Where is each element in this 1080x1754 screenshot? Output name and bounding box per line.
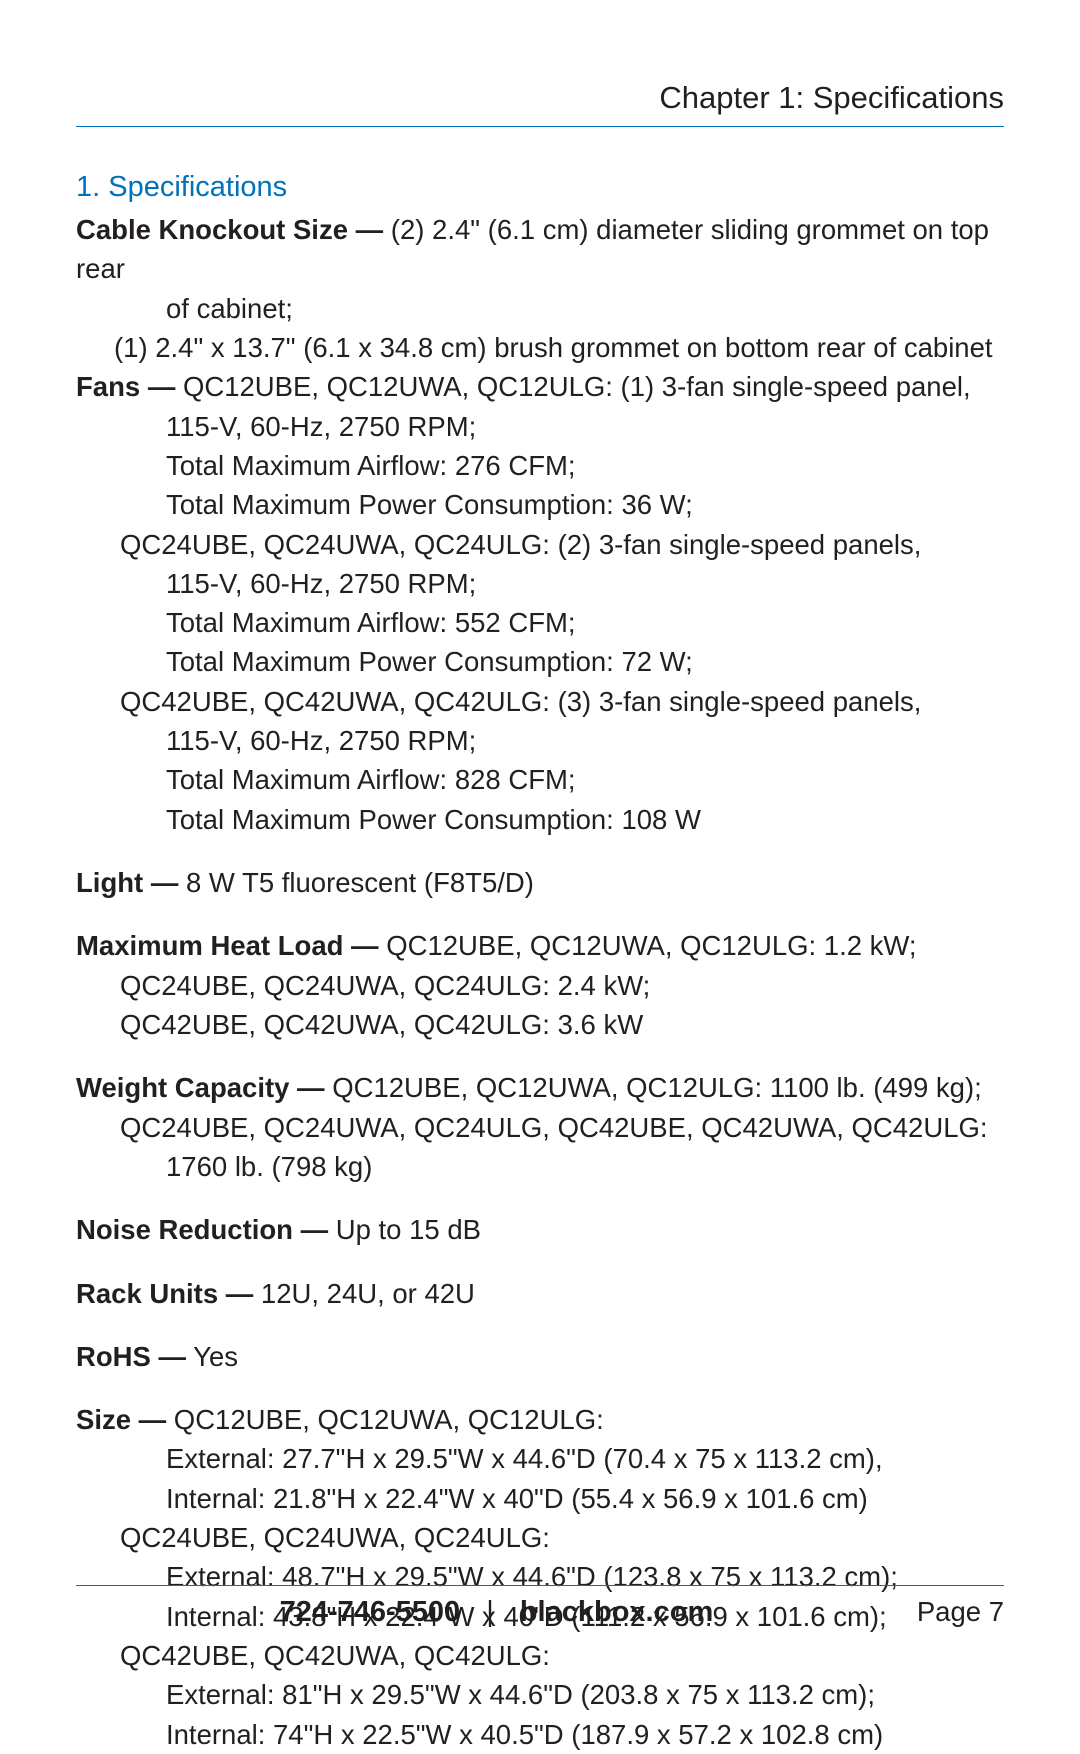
spec-label: Size — bbox=[76, 1404, 166, 1435]
spec-value: Yes bbox=[186, 1341, 238, 1372]
footer-row: 724-746-5500 | blackbox.com Page 7 bbox=[76, 1596, 1004, 1629]
spec-value: 8 W T5 fluorescent (F8T5/D) bbox=[178, 867, 534, 898]
spec-label: Fans — bbox=[76, 371, 175, 402]
spec-label: Rack Units — bbox=[76, 1278, 253, 1309]
spec-line: External: 27.7"H x 29.5"W x 44.6"D (70.4… bbox=[76, 1439, 1004, 1478]
spec-line: External: 81"H x 29.5"W x 44.6"D (203.8 … bbox=[76, 1675, 1004, 1714]
spec-line: (1) 2.4" x 13.7" (6.1 x 34.8 cm) brush g… bbox=[76, 328, 1004, 367]
spec-value: 12U, 24U, or 42U bbox=[253, 1278, 475, 1309]
spec-light: Light — 8 W T5 fluorescent (F8T5/D) bbox=[76, 863, 1004, 902]
page: Chapter 1: Specifications 1. Specificati… bbox=[0, 0, 1080, 1669]
spec-line: Total Maximum Power Consumption: 36 W; bbox=[76, 485, 1004, 524]
spec-value: QC12UBE, QC12UWA, QC12ULG: 1100 lb. (499… bbox=[325, 1072, 982, 1103]
spec-max-heat-load: Maximum Heat Load — QC12UBE, QC12UWA, QC… bbox=[76, 926, 1004, 1044]
spec-label: Noise Reduction — bbox=[76, 1214, 328, 1245]
spec-value: Up to 15 dB bbox=[328, 1214, 481, 1245]
header-rule bbox=[76, 126, 1004, 127]
spec-line: 115-V, 60-Hz, 2750 RPM; bbox=[76, 564, 1004, 603]
page-footer: 724-746-5500 | blackbox.com Page 7 bbox=[76, 1585, 1004, 1629]
spec-line: QC24UBE, QC24UWA, QC24ULG: (2) 3-fan sin… bbox=[76, 525, 1004, 564]
spec-weight-capacity: Weight Capacity — QC12UBE, QC12UWA, QC12… bbox=[76, 1068, 1004, 1186]
spec-line: QC42UBE, QC42UWA, QC42ULG: 3.6 kW bbox=[76, 1005, 1004, 1044]
spec-line: Total Maximum Airflow: 276 CFM; bbox=[76, 446, 1004, 485]
spec-line: Total Maximum Airflow: 828 CFM; bbox=[76, 760, 1004, 799]
spec-rack-units: Rack Units — 12U, 24U, or 42U bbox=[76, 1274, 1004, 1313]
spec-label: Weight Capacity — bbox=[76, 1072, 325, 1103]
spec-line: QC24UBE, QC24UWA, QC24ULG: bbox=[76, 1518, 1004, 1557]
spec-line: 115-V, 60-Hz, 2750 RPM; bbox=[76, 721, 1004, 760]
spec-label: Light — bbox=[76, 867, 178, 898]
spec-cable-knockout: Cable Knockout Size — (2) 2.4" (6.1 cm) … bbox=[76, 210, 1004, 367]
spec-line: QC42UBE, QC42UWA, QC42ULG: (3) 3-fan sin… bbox=[76, 682, 1004, 721]
spec-line: Maximum Heat Load — QC12UBE, QC12UWA, QC… bbox=[76, 926, 1004, 965]
spec-line: Size — QC12UBE, QC12UWA, QC12ULG: bbox=[76, 1400, 1004, 1439]
spec-line: of cabinet; bbox=[76, 289, 1004, 328]
spec-label: Maximum Heat Load — bbox=[76, 930, 379, 961]
spec-line: 115-V, 60-Hz, 2750 RPM; bbox=[76, 407, 1004, 446]
spec-line: Cable Knockout Size — (2) 2.4" (6.1 cm) … bbox=[76, 210, 1004, 289]
spec-line: Total Maximum Airflow: 552 CFM; bbox=[76, 603, 1004, 642]
spec-line: Total Maximum Power Consumption: 108 W bbox=[76, 800, 1004, 839]
spec-value: QC12UBE, QC12UWA, QC12ULG: (1) 3-fan sin… bbox=[175, 371, 970, 402]
spec-line: QC42UBE, QC42UWA, QC42ULG: bbox=[76, 1636, 1004, 1675]
spec-fans: Fans — QC12UBE, QC12UWA, QC12ULG: (1) 3-… bbox=[76, 367, 1004, 839]
section-title: 1. Specifications bbox=[76, 171, 1004, 204]
spec-size: Size — QC12UBE, QC12UWA, QC12ULG: Extern… bbox=[76, 1400, 1004, 1754]
footer-phone: 724-746-5500 bbox=[280, 1596, 461, 1628]
page-number: Page 7 bbox=[917, 1596, 1004, 1628]
spec-line: Internal: 21.8"H x 22.4"W x 40"D (55.4 x… bbox=[76, 1479, 1004, 1518]
footer-site: blackbox.com bbox=[520, 1596, 713, 1628]
spec-line: Total Maximum Power Consumption: 72 W; bbox=[76, 642, 1004, 681]
spec-value: QC12UBE, QC12UWA, QC12ULG: 1.2 kW; bbox=[379, 930, 917, 961]
spec-label: RoHS — bbox=[76, 1341, 186, 1372]
footer-contact: 724-746-5500 | blackbox.com bbox=[76, 1596, 917, 1629]
spec-rohs: RoHS — Yes bbox=[76, 1337, 1004, 1376]
footer-rule bbox=[76, 1585, 1004, 1586]
spec-line: QC24UBE, QC24UWA, QC24ULG: 2.4 kW; bbox=[76, 966, 1004, 1005]
spec-label: Cable Knockout Size — bbox=[76, 214, 383, 245]
spec-noise-reduction: Noise Reduction — Up to 15 dB bbox=[76, 1210, 1004, 1249]
spec-value: QC12UBE, QC12UWA, QC12ULG: bbox=[166, 1404, 604, 1435]
footer-separator: | bbox=[468, 1596, 512, 1628]
spec-line: Weight Capacity — QC12UBE, QC12UWA, QC12… bbox=[76, 1068, 1004, 1107]
spec-line: Internal: 74"H x 22.5"W x 40.5"D (187.9 … bbox=[76, 1715, 1004, 1754]
spec-line: Fans — QC12UBE, QC12UWA, QC12ULG: (1) 3-… bbox=[76, 367, 1004, 406]
spec-line: 1760 lb. (798 kg) bbox=[76, 1147, 1004, 1186]
chapter-header: Chapter 1: Specifications bbox=[76, 80, 1004, 126]
spec-line: QC24UBE, QC24UWA, QC24ULG, QC42UBE, QC42… bbox=[76, 1108, 1004, 1147]
spec-content: Cable Knockout Size — (2) 2.4" (6.1 cm) … bbox=[76, 210, 1004, 1754]
